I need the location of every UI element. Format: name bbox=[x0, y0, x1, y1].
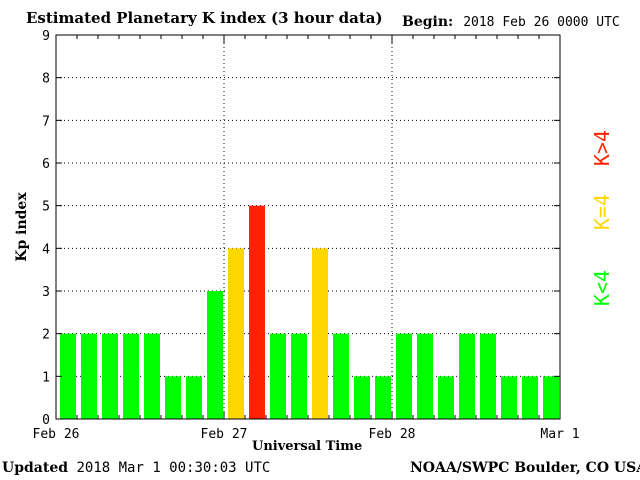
kp-bar bbox=[207, 291, 223, 419]
begin-label: Begin: bbox=[402, 14, 454, 30]
y-tick-label: 9 bbox=[42, 29, 50, 44]
y-tick-label: 1 bbox=[42, 370, 50, 385]
begin-value: 2018 Feb 26 0000 UTC bbox=[463, 15, 620, 30]
kp-bar bbox=[81, 333, 97, 419]
updated-label: Updated bbox=[2, 460, 69, 476]
updated-value: 2018 Mar 1 00:30:03 UTC bbox=[76, 460, 271, 476]
credit-text: NOAA/SWPC Boulder, CO USA bbox=[410, 460, 640, 476]
y-tick-label: 3 bbox=[42, 285, 50, 300]
legend-high: K>4 bbox=[590, 129, 614, 167]
x-axis-label: Universal Time bbox=[252, 439, 363, 454]
begin-time: Begin: 2018 Feb 26 0000 UTC bbox=[402, 14, 620, 30]
kp-bar bbox=[375, 376, 391, 419]
kp-bar bbox=[144, 333, 160, 419]
y-axis-label: Kp index bbox=[14, 192, 30, 262]
y-tick-label: 2 bbox=[42, 328, 50, 343]
x-tick-label: Feb 28 bbox=[369, 427, 416, 442]
y-tick-label: 4 bbox=[42, 242, 50, 257]
kp-bar bbox=[228, 248, 244, 419]
kp-bar bbox=[480, 333, 496, 419]
legend-low: K<4 bbox=[590, 269, 614, 307]
legend-mid: K=4 bbox=[590, 193, 614, 231]
kp-bar bbox=[312, 248, 328, 419]
kp-bar bbox=[186, 376, 202, 419]
kp-bar bbox=[417, 333, 433, 419]
x-tick-label: Feb 27 bbox=[201, 427, 248, 442]
kp-bar bbox=[165, 376, 181, 419]
updated-timestamp: Updated 2018 Mar 1 00:30:03 UTC bbox=[2, 460, 270, 476]
y-tick-label: 5 bbox=[42, 200, 50, 215]
x-tick-label: Feb 26 bbox=[33, 427, 80, 442]
y-tick-label: 8 bbox=[42, 72, 50, 87]
kp-bar bbox=[60, 333, 76, 419]
kp-bar bbox=[354, 376, 370, 419]
kp-bar bbox=[270, 333, 286, 419]
y-tick-label: 0 bbox=[42, 413, 50, 428]
kp-bar bbox=[291, 333, 307, 419]
kp-bar bbox=[543, 376, 559, 419]
kp-bar bbox=[522, 376, 538, 419]
x-tick-label: Mar 1 bbox=[540, 427, 579, 442]
kp-bar bbox=[123, 333, 139, 419]
kp-bar bbox=[333, 333, 349, 419]
y-tick-label: 7 bbox=[42, 114, 50, 129]
kp-bar bbox=[396, 333, 412, 419]
chart-title: Estimated Planetary K index (3 hour data… bbox=[26, 9, 383, 27]
kp-bar bbox=[438, 376, 454, 419]
kp-bar bbox=[501, 376, 517, 419]
kp-bar bbox=[459, 333, 475, 419]
y-tick-label: 6 bbox=[42, 157, 50, 172]
kp-bar bbox=[102, 333, 118, 419]
kp-bar bbox=[249, 205, 265, 419]
